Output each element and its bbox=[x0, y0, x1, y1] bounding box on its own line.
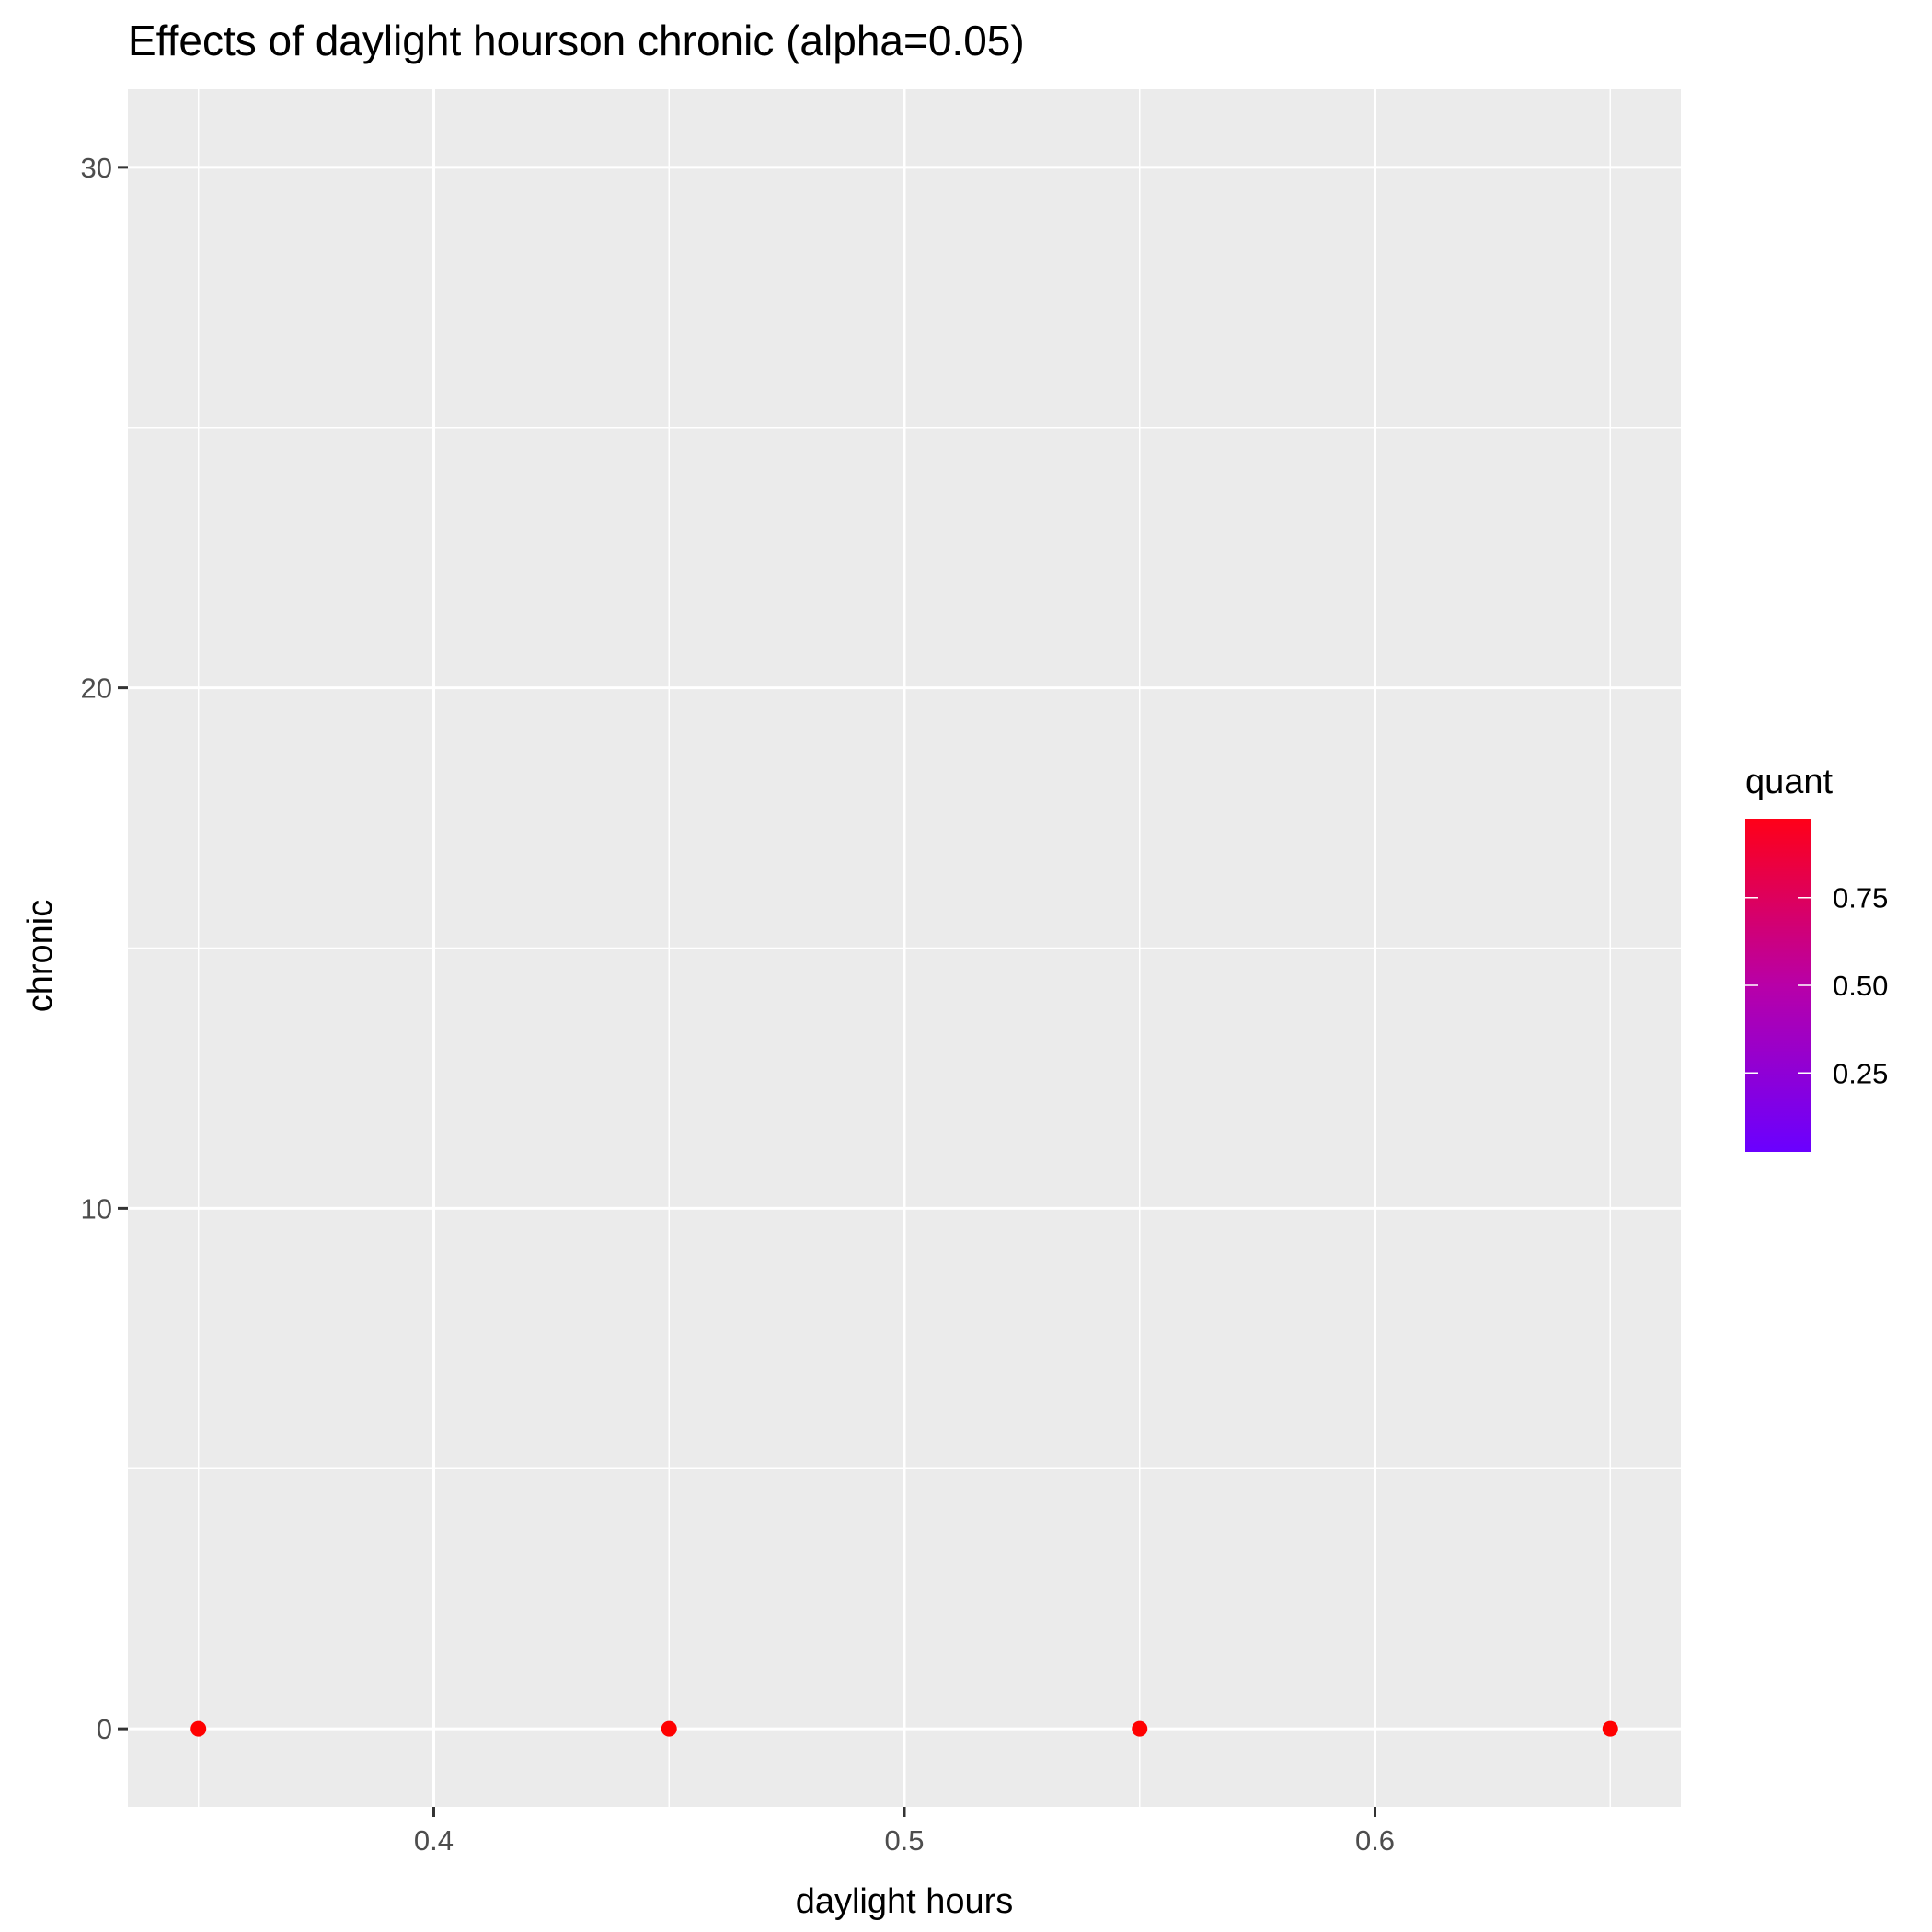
y-tick-label: 20 bbox=[81, 673, 112, 705]
major-gridlines bbox=[128, 89, 1681, 1807]
y-tick-label: 30 bbox=[81, 152, 112, 184]
legend-tick-label: 0.25 bbox=[1833, 1057, 1888, 1089]
data-points bbox=[190, 1720, 1618, 1737]
data-point bbox=[190, 1720, 207, 1737]
data-point bbox=[661, 1720, 677, 1737]
legend-ticks: 0.25 0.50 0.75 bbox=[1745, 882, 1888, 1089]
color-legend: quant 0.25 0.50 0.75 bbox=[1745, 763, 1888, 1152]
data-point bbox=[1602, 1720, 1618, 1737]
y-axis-title: chronic bbox=[21, 900, 60, 1013]
x-tick-label: 0.6 bbox=[1355, 1824, 1395, 1857]
chart-title: Effects of daylight hourson chronic (alp… bbox=[128, 17, 1025, 64]
legend-tick-label: 0.50 bbox=[1833, 970, 1888, 1002]
x-tick-label: 0.4 bbox=[414, 1824, 454, 1857]
y-tick-label: 0 bbox=[97, 1713, 112, 1745]
y-axis: 0 10 20 30 bbox=[81, 152, 128, 1745]
data-point bbox=[1132, 1720, 1148, 1737]
x-tick-label: 0.5 bbox=[884, 1824, 924, 1857]
legend-tick-label: 0.75 bbox=[1833, 882, 1888, 914]
x-axis-title: daylight hours bbox=[796, 1882, 1014, 1921]
legend-title: quant bbox=[1745, 763, 1834, 801]
x-axis: 0.4 0.5 0.6 bbox=[414, 1807, 1395, 1857]
y-tick-label: 10 bbox=[81, 1192, 112, 1225]
